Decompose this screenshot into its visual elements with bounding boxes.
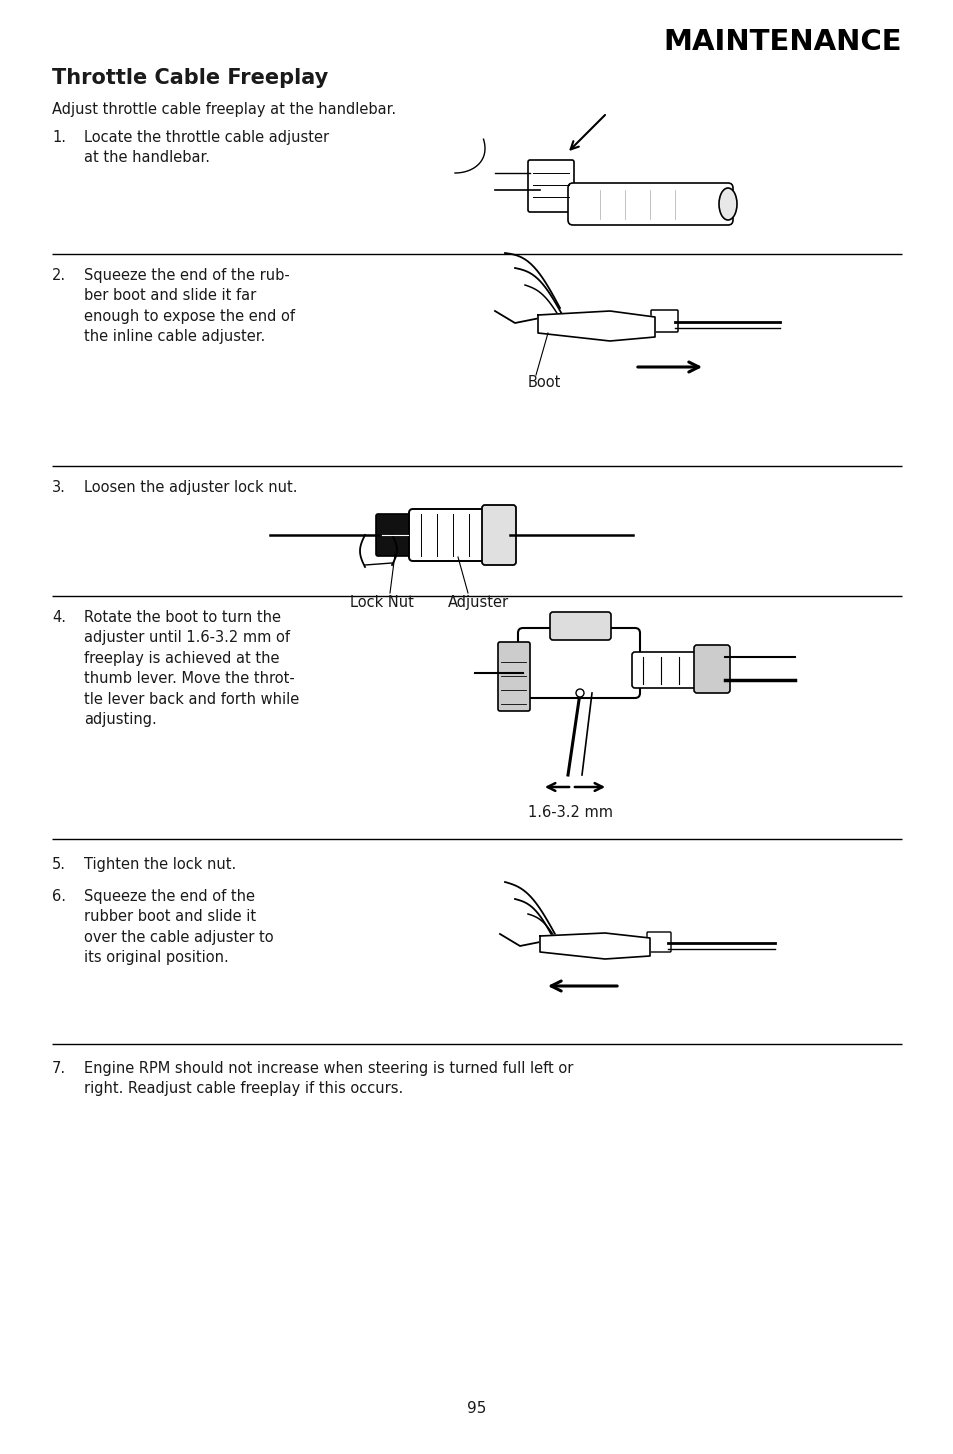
FancyBboxPatch shape: [567, 183, 732, 225]
Text: 2.: 2.: [52, 268, 66, 284]
Text: 3.: 3.: [52, 480, 66, 494]
Text: Lock Nut: Lock Nut: [350, 595, 414, 611]
FancyBboxPatch shape: [631, 651, 702, 688]
Text: Rotate the boot to turn the
adjuster until 1.6-3.2 mm of
freeplay is achieved at: Rotate the boot to turn the adjuster unt…: [84, 611, 299, 727]
Text: 1.: 1.: [52, 129, 66, 145]
Text: 6.: 6.: [52, 888, 66, 904]
Text: Squeeze the end of the
rubber boot and slide it
over the cable adjuster to
its o: Squeeze the end of the rubber boot and s…: [84, 888, 274, 965]
Text: Adjuster: Adjuster: [448, 595, 509, 611]
Text: 7.: 7.: [52, 1061, 66, 1076]
Text: Loosen the adjuster lock nut.: Loosen the adjuster lock nut.: [84, 480, 297, 494]
Text: MAINTENANCE: MAINTENANCE: [662, 28, 901, 57]
FancyBboxPatch shape: [497, 643, 530, 711]
Circle shape: [576, 689, 583, 696]
Text: Throttle Cable Freeplay: Throttle Cable Freeplay: [52, 68, 328, 89]
FancyBboxPatch shape: [409, 509, 492, 561]
Text: Locate the throttle cable adjuster
at the handlebar.: Locate the throttle cable adjuster at th…: [84, 129, 329, 166]
Text: 95: 95: [467, 1402, 486, 1416]
Ellipse shape: [719, 188, 737, 220]
FancyBboxPatch shape: [375, 515, 415, 555]
FancyBboxPatch shape: [646, 932, 670, 952]
Text: Tighten the lock nut.: Tighten the lock nut.: [84, 856, 236, 872]
Polygon shape: [539, 933, 649, 960]
FancyBboxPatch shape: [693, 646, 729, 694]
Polygon shape: [537, 311, 655, 342]
Text: Squeeze the end of the rub-
ber boot and slide it far
enough to expose the end o: Squeeze the end of the rub- ber boot and…: [84, 268, 294, 345]
Text: Adjust throttle cable freeplay at the handlebar.: Adjust throttle cable freeplay at the ha…: [52, 102, 395, 116]
FancyBboxPatch shape: [527, 160, 574, 212]
Text: 1.6-3.2 mm: 1.6-3.2 mm: [527, 806, 613, 820]
Text: Boot: Boot: [527, 375, 560, 390]
FancyBboxPatch shape: [550, 612, 610, 640]
Text: 5.: 5.: [52, 856, 66, 872]
Text: 4.: 4.: [52, 611, 66, 625]
FancyBboxPatch shape: [517, 628, 639, 698]
FancyBboxPatch shape: [650, 310, 678, 332]
FancyBboxPatch shape: [481, 505, 516, 566]
Text: Engine RPM should not increase when steering is turned full left or
right. Readj: Engine RPM should not increase when stee…: [84, 1061, 573, 1096]
